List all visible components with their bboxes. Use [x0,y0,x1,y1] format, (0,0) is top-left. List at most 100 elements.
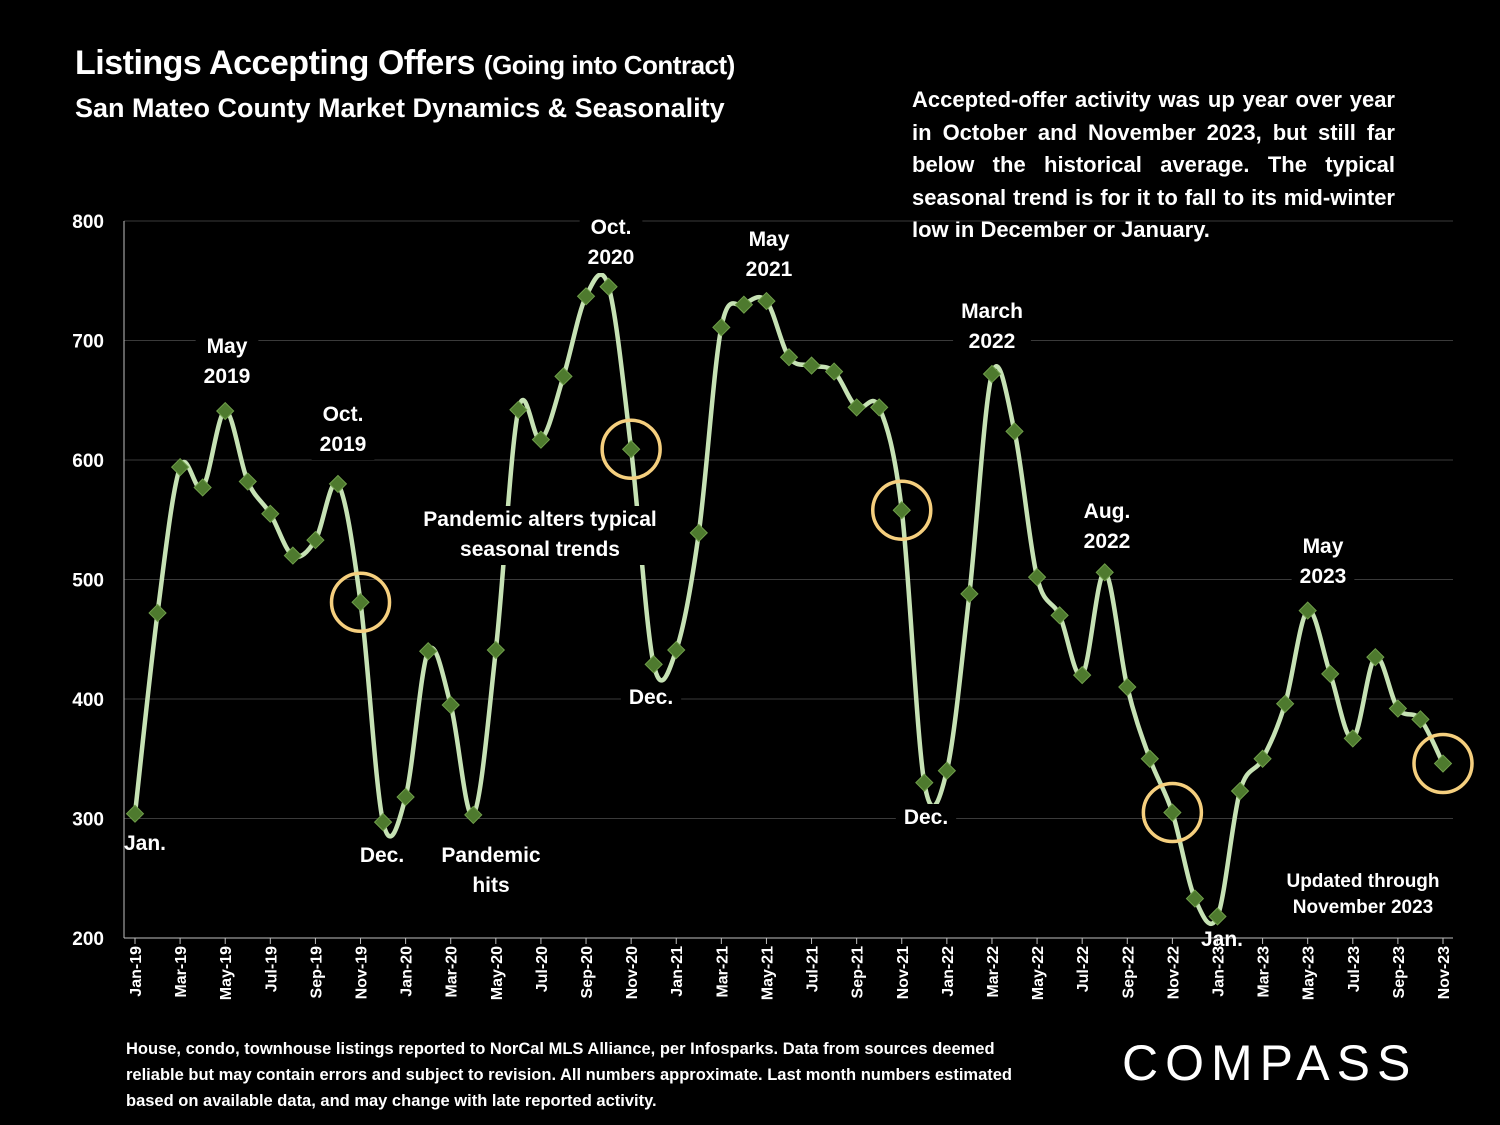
x-tick-label: May-20 [489,946,506,1000]
data-point [802,356,821,375]
annotation-aug22: Aug. 2022 [1084,500,1131,553]
data-point [712,318,731,337]
x-tick-label: Nov-19 [354,946,371,999]
annotation-backgrounds [195,214,1355,901]
data-point [779,348,799,367]
annotation-line: Dec. [629,686,673,709]
annotation-mar22: March 2022 [961,300,1023,353]
x-tick-label: Jan-22 [940,946,957,997]
data-point [125,804,145,823]
x-tick-label: Nov-23 [1436,946,1453,999]
data-point [1140,749,1160,768]
annotation-dec21: Dec. [904,806,948,829]
annotation-line: Oct. [323,403,364,426]
source-footnote: House, condo, townhouse listings reporte… [126,1040,1013,1110]
data-point [982,364,1002,384]
data-point [373,812,393,832]
annotation-dec20: Dec. [629,686,673,709]
data-point [261,504,280,523]
data-point [509,400,528,420]
x-tick-label: Sep-19 [308,946,325,999]
annotation-bg [620,684,682,713]
annotation-bg [195,333,259,392]
x-tick-label: Jul-22 [1075,946,1092,992]
data-point [328,474,348,494]
highlight-circle [1141,781,1204,844]
annotation-line: Updated through [1286,871,1439,892]
annotation-line: Jan. [1201,928,1243,951]
data-point [757,291,776,311]
annotation-line: Pandemic [441,844,541,867]
annotation-oct19: Oct. 2019 [320,403,367,456]
data-point [486,640,506,660]
data-point [1321,664,1340,684]
commentary-note: Accepted-offer activity was up year over… [912,87,1395,242]
annotation-line: 2023 [1300,565,1347,588]
data-point [554,367,573,386]
data-point [870,398,889,417]
annotation-jan19: Jan. [124,832,166,855]
data-point [937,761,957,780]
y-axis: 200 300 400 500 600 700 800 [72,212,125,950]
data-point [667,640,686,660]
annotation-line: Aug. [1084,500,1131,523]
y-tick-label: 800 [72,212,104,233]
data-point [847,398,866,417]
annotation-jan23: Jan. [1201,928,1243,951]
data-point [1027,567,1047,587]
annotation-bg [1291,533,1355,592]
title-paren: (Going into Contract) [483,50,735,80]
data-point [418,642,438,661]
data-point [306,530,325,550]
x-tick-label: May-21 [759,946,776,1000]
data-point [148,603,167,623]
data-point [1118,677,1137,697]
data-point [1343,729,1362,748]
data-point [351,593,370,612]
data-point [1208,907,1227,926]
annotation-line: 2019 [204,365,251,388]
data-point [464,805,483,825]
y-tick-label: 200 [72,929,104,950]
data-point [689,523,708,543]
y-tick-label: 400 [72,690,104,711]
annotation-updated: Updated through November 2023 [1286,871,1439,918]
highlight-circle [329,571,392,633]
data-point [441,695,460,715]
x-tick-label: Mar-22 [985,946,1002,998]
x-tick-label: Nov-20 [624,946,641,999]
data-point [216,401,235,421]
x-tick-label: Mar-23 [1256,946,1273,998]
annotation-may19: May 2019 [204,335,251,388]
data-point [1433,754,1453,773]
y-tick-label: 600 [72,451,104,472]
data-point [1005,422,1024,441]
x-tick-label: Sep-21 [850,946,867,999]
data-point [960,584,979,604]
data-point [915,773,934,792]
x-tick-label: Jul-19 [263,946,280,992]
series-markers [125,277,1453,926]
y-tick-label: 300 [72,810,104,831]
annotation-bg [1075,498,1139,557]
data-point [621,440,641,459]
data-point [1230,781,1250,801]
data-point [734,295,754,314]
data-point [531,430,551,449]
annotation-pandemic: Pandemic hits [441,844,541,897]
data-point [1072,665,1092,685]
x-tick-label: May-22 [1030,946,1047,1000]
data-point [1050,606,1069,625]
highlight-circles [329,418,1474,844]
data-point [1253,749,1272,768]
data-point [1388,699,1408,718]
annotation-line: hits [472,874,509,897]
annotation-line: May [1303,535,1344,558]
annotation-line: 2022 [1084,530,1131,553]
data-point [1163,803,1182,822]
data-point [644,655,663,674]
x-tick-label: Nov-21 [895,946,912,999]
y-tick-label: 700 [72,332,104,353]
annotation-line: 2022 [969,330,1016,353]
